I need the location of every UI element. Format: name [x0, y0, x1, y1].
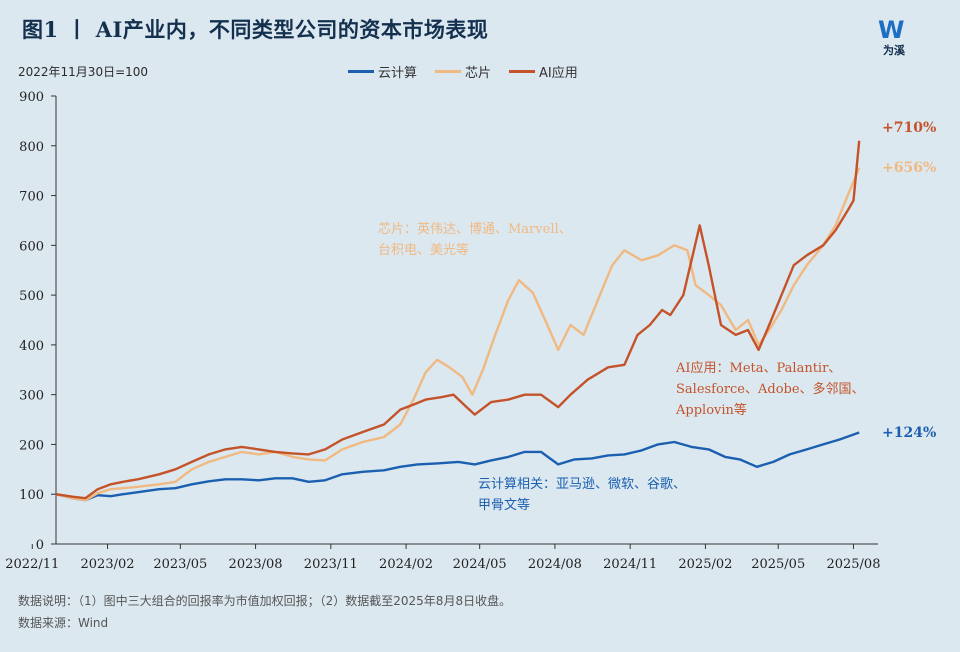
- legend-label: AI应用: [539, 66, 578, 81]
- x-tick-label: 2025/02: [678, 557, 732, 572]
- legend-label: 芯片: [465, 66, 492, 81]
- series-line-chip: [55, 167, 861, 502]
- x-tick-label: 2024/02: [379, 557, 433, 572]
- footnote-source: 数据来源：Wind: [18, 616, 109, 630]
- series-line-cloud: [55, 431, 860, 502]
- legend-item-chip: 芯片: [435, 62, 491, 81]
- x-tick-label: 2023/05: [153, 557, 207, 572]
- x-tick-label: 2023/02: [81, 557, 135, 572]
- x-tick-label: 2025/05: [751, 557, 805, 572]
- y-tick-label: 0: [36, 538, 44, 553]
- end-label-cloud: +124%: [882, 425, 936, 441]
- y-tick-label: 500: [19, 289, 44, 304]
- end-label-chip: +656%: [882, 160, 936, 176]
- chart-legend: 云计算 芯片 AI应用: [348, 62, 578, 81]
- line-chart: 0 100 200 300 400 500 600 700 800 900 2022/11 2023/…: [5, 90, 936, 572]
- y-tick-label: 900: [19, 90, 44, 105]
- annotation-chip: 芯片：英伟达、博通、Marvell、台积电、美光等: [378, 222, 572, 258]
- y-tick-label: 400: [19, 339, 44, 354]
- brand-logo: W 为溪: [872, 16, 928, 62]
- x-tick-label: 2023/11: [304, 557, 358, 572]
- legend-item-cloud: 云计算: [348, 62, 417, 81]
- legend-label: 云计算: [378, 66, 418, 81]
- chart-subtitle: 2022年11月30日=100: [18, 65, 149, 79]
- x-tick-label: 2024/11: [603, 557, 657, 572]
- x-tick-label: 2024/08: [528, 557, 582, 572]
- end-label-ai: +710%: [882, 120, 936, 136]
- x-tick-label: 2024/05: [453, 557, 507, 572]
- y-tick-label: 800: [19, 140, 44, 155]
- legend-swatch: [348, 70, 374, 73]
- legend-swatch: [509, 70, 536, 73]
- y-tick-label: 200: [19, 438, 44, 453]
- legend-swatch: [435, 70, 462, 73]
- annotation-cloud: 云计算相关：亚马逊、微软、谷歌、甲骨文等: [478, 477, 686, 513]
- chart-title: 图1 丨 AI产业内，不同类型公司的资本市场表现: [22, 17, 489, 42]
- x-tick-label: 2025/08: [826, 557, 880, 572]
- series-line-ai: [55, 140, 861, 500]
- x-tick-label: 2022/11: [5, 557, 59, 572]
- y-tick-label: 700: [19, 190, 44, 205]
- y-tick-label: 100: [19, 488, 44, 503]
- logo-text: 为溪: [883, 44, 905, 57]
- logo-mark-icon: W: [878, 16, 905, 44]
- x-tick-label: 2023/08: [229, 557, 283, 572]
- annotation-ai: AI应用：Meta、Palantir、 Salesforce、Adobe、多邻国、…: [675, 360, 865, 418]
- y-tick-label: 600: [19, 239, 44, 254]
- footnote-note: 数据说明：（1）图中三大组合的回报率为市值加权回报；（2）数据截至2025年8月…: [18, 594, 512, 608]
- y-tick-label: 300: [19, 389, 44, 404]
- legend-item-ai: AI应用: [509, 62, 578, 81]
